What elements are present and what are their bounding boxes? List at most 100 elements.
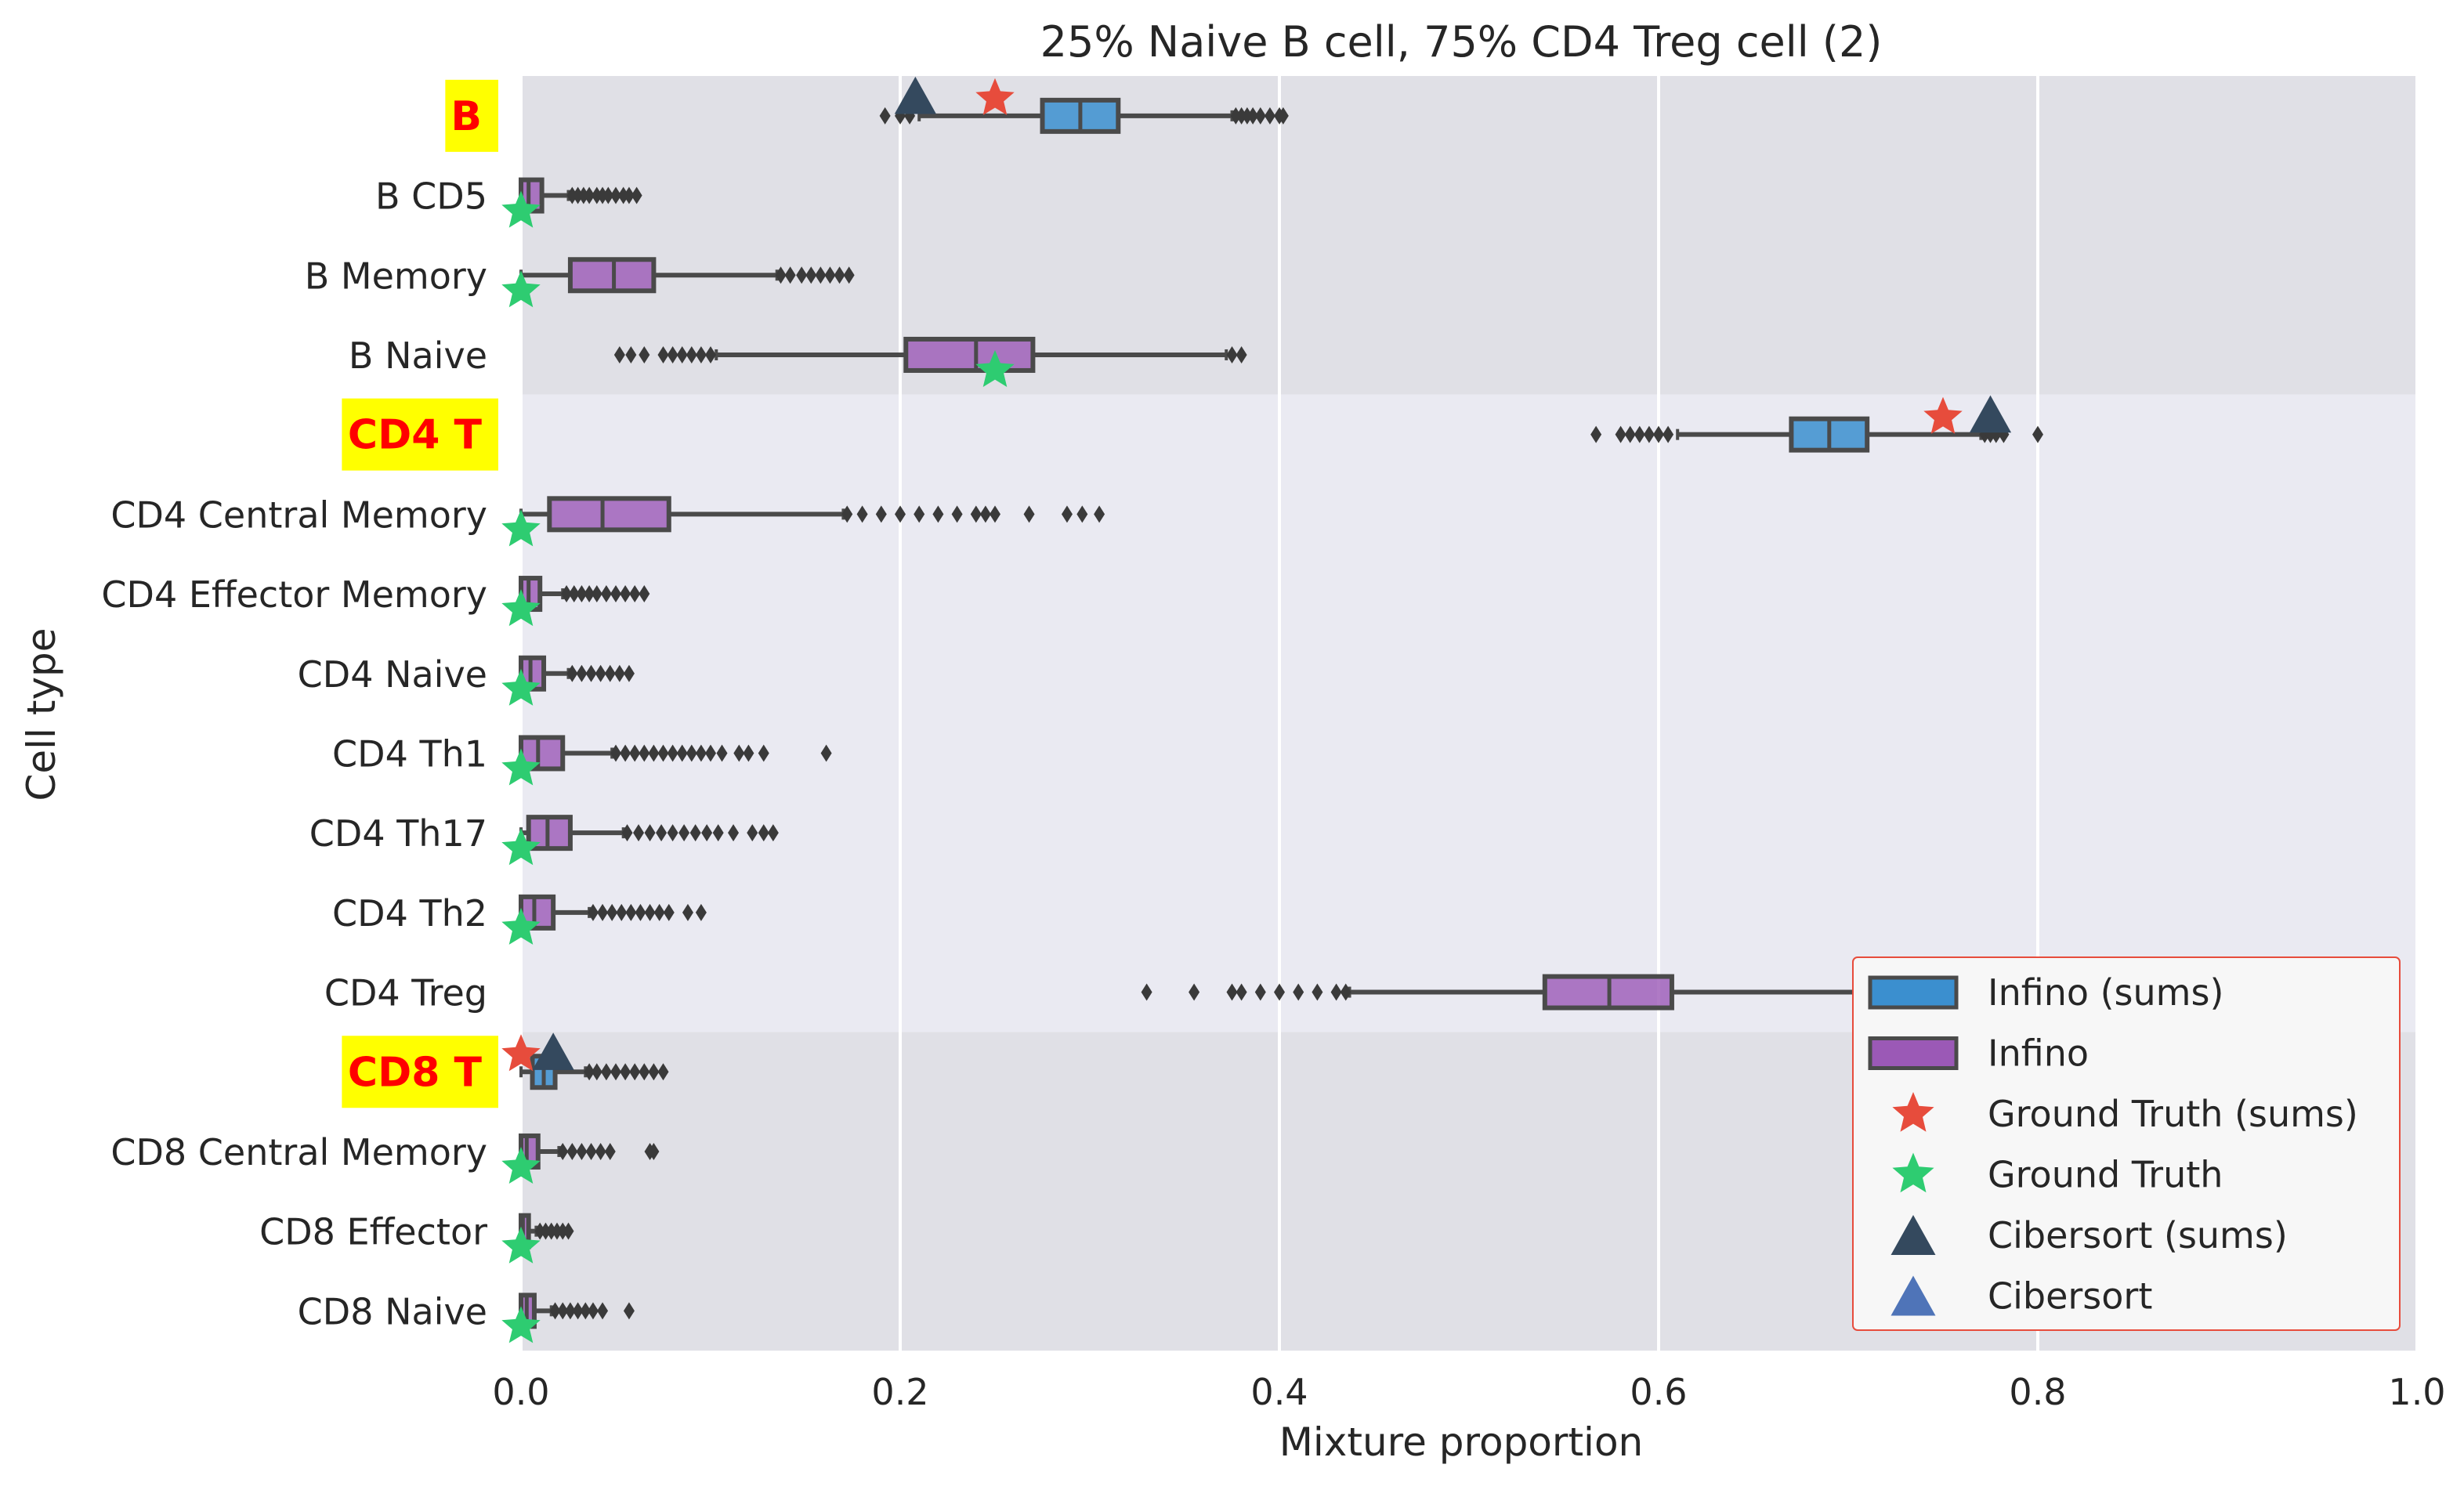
- outlier-point: [682, 903, 693, 921]
- outlier-point: [648, 744, 660, 762]
- outlier-point: [676, 345, 688, 363]
- outlier-point: [663, 903, 675, 921]
- outlier-point: [824, 266, 836, 284]
- outlier-point: [979, 505, 991, 523]
- x-tick-label: 0.4: [1250, 1371, 1308, 1413]
- outlier-point: [676, 744, 688, 762]
- y-tick-label: B CD5: [375, 175, 487, 218]
- outlier-point: [602, 186, 614, 204]
- outlier-point: [1023, 505, 1035, 523]
- outlier-point: [1277, 107, 1289, 125]
- outlier-point: [667, 824, 678, 842]
- outlier-point: [667, 744, 678, 762]
- group-label: B: [450, 93, 482, 140]
- outlier-point: [1254, 983, 1266, 1001]
- outlier-point: [1293, 983, 1304, 1001]
- outlier-point: [895, 505, 906, 523]
- ground-truth-marker: [501, 1147, 541, 1184]
- outlier-point: [595, 1142, 606, 1160]
- outlier-point: [1340, 983, 1351, 1001]
- outlier-point: [549, 1302, 561, 1320]
- outlier-point: [563, 1222, 574, 1240]
- outlier-point: [767, 824, 779, 842]
- outlier-point: [635, 903, 646, 921]
- outlier-point: [875, 505, 887, 523]
- outlier-point: [587, 903, 599, 921]
- x-tick-label: 1.0: [2388, 1371, 2445, 1413]
- outlier-point: [629, 744, 641, 762]
- outlier-point: [1236, 107, 1247, 125]
- outlier-point: [584, 186, 595, 204]
- outlier-point: [805, 266, 817, 284]
- ground-truth-marker: [501, 509, 541, 547]
- outlier-point: [1634, 425, 1645, 443]
- group-label-highlight: [342, 398, 498, 471]
- iqr-box: [547, 496, 671, 533]
- ground-truth-sums-marker: [1923, 396, 1963, 434]
- outlier-point: [1226, 345, 1238, 363]
- outlier-point: [629, 585, 641, 603]
- outlier-point: [678, 824, 690, 842]
- outlier-point: [639, 744, 650, 762]
- outlier-point: [629, 1063, 641, 1081]
- outlier-point: [1226, 983, 1238, 1001]
- ground-truth-marker: [501, 270, 541, 308]
- outlier-point: [686, 744, 697, 762]
- ground-truth-marker: [501, 828, 541, 866]
- outlier-point: [600, 1063, 612, 1081]
- legend-label: Cibersort: [1988, 1275, 2152, 1318]
- outlier-point: [545, 1222, 557, 1240]
- outlier-point: [557, 1222, 569, 1240]
- x-tick-label: 0.8: [2009, 1371, 2066, 1413]
- outlier-point: [1236, 345, 1247, 363]
- ground-truth-marker: [501, 1306, 541, 1343]
- outlier-point: [705, 744, 716, 762]
- box-row: [501, 735, 832, 786]
- band-b: [521, 76, 2417, 395]
- outlier-point: [617, 186, 629, 204]
- legend-box-swatch: [1868, 1036, 1959, 1070]
- legend-label: Infino: [1988, 1032, 2089, 1075]
- y-tick-label: CD4 Central Memory: [110, 494, 487, 536]
- outlier-point: [572, 186, 584, 204]
- outlier-point: [604, 1142, 616, 1160]
- outlier-point: [667, 345, 678, 363]
- outlier-point: [914, 505, 925, 523]
- y-tick-label: B Naive: [349, 334, 487, 377]
- outlier-point: [1274, 983, 1285, 1001]
- box-row: [879, 76, 1289, 134]
- outlier-point: [584, 1063, 595, 1081]
- y-tick-label: CD4 Treg: [324, 972, 487, 1014]
- outlier-point: [1241, 107, 1253, 125]
- outlier-point: [1254, 107, 1266, 125]
- outlier-point: [1094, 505, 1105, 523]
- outlier-point: [597, 186, 609, 204]
- y-axis-label: Cell type: [19, 627, 64, 801]
- legend-star-marker: [1892, 1152, 1934, 1193]
- outlier-point: [631, 186, 642, 204]
- cibersort-sums-marker: [532, 1032, 574, 1070]
- box-row: [1141, 974, 1963, 1025]
- outlier-point: [584, 585, 595, 603]
- box-row: [501, 655, 635, 706]
- ground-truth-marker: [501, 1226, 541, 1264]
- y-tick-label: CD8 Central Memory: [110, 1131, 487, 1173]
- ground-truth-marker: [501, 190, 541, 228]
- outlier-point: [834, 266, 845, 284]
- outlier-point: [616, 903, 628, 921]
- outlier-point: [534, 1222, 546, 1240]
- box-row: [501, 815, 779, 866]
- box-row: [501, 177, 642, 228]
- outlier-point: [604, 664, 616, 682]
- cibersort-sums-marker: [1969, 395, 2012, 433]
- box-row: [501, 1133, 660, 1184]
- outlier-point: [591, 585, 602, 603]
- outlier-point: [540, 1222, 552, 1240]
- ground-truth-sums-marker: [501, 1034, 541, 1072]
- outlier-point: [644, 824, 656, 842]
- outlier-point: [625, 903, 637, 921]
- outlier-point: [1643, 425, 1655, 443]
- legend-label: Infino (sums): [1988, 971, 2223, 1014]
- y-tick-labels: B B CD5 B Memory B Naive CD4 T CD4 Central Me…: [101, 79, 498, 1332]
- outlier-point: [2032, 425, 2043, 443]
